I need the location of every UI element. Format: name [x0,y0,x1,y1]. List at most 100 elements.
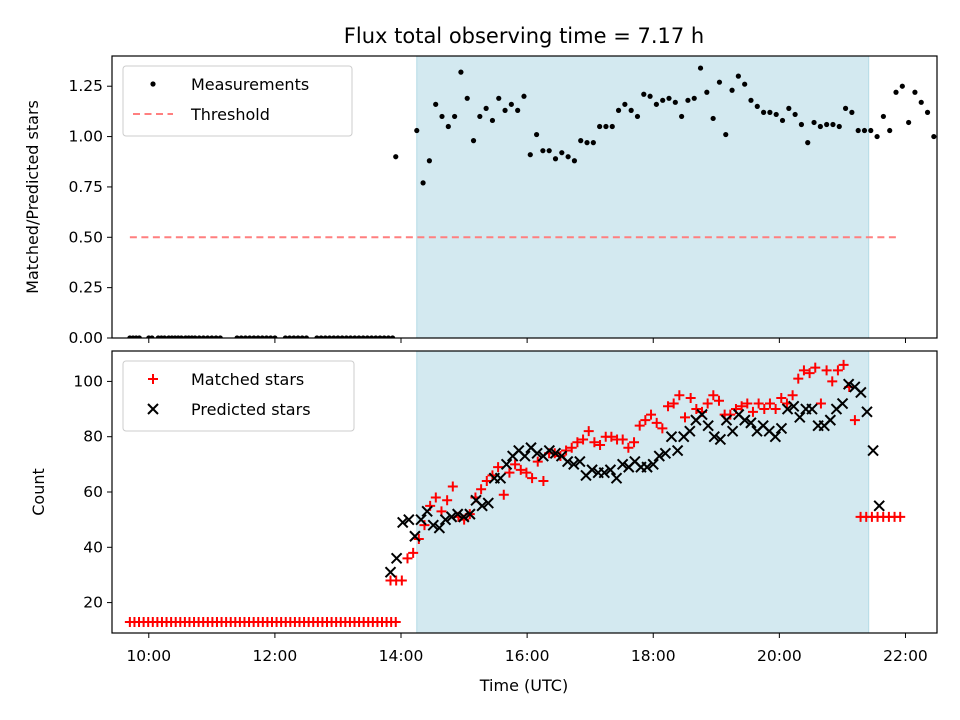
matched-stars-point-23 [515,464,526,475]
predicted-stars-point-42 [641,461,653,473]
measurement-point-55 [377,335,383,338]
measurement-point-38 [299,335,305,338]
legend-predicted-stars-label: Predicted stars [191,400,311,419]
measurement-point-5 [149,335,155,338]
measurement-point-97 [647,93,653,99]
measurement-point-17 [192,335,198,338]
measurement-point-27 [247,335,253,338]
predicted-stars-point-53 [708,430,720,443]
y-axis-label: Matched/Predicted stars [23,100,42,294]
measurement-point-43 [326,335,333,338]
measurement-point-102 [679,113,685,120]
matched-stars-point-62 [736,401,747,412]
measurement-point-13 [178,335,184,338]
figure-title: Flux total observing time = 7.17 h [344,24,704,48]
y-tick-label: 0.75 [68,178,103,196]
measurement-point-129 [849,109,855,115]
matched-stars-point-68 [770,404,781,415]
predicted-stars-point-54 [714,433,727,446]
x-axis-label: Time (UTC) [479,676,568,695]
measurement-point-31 [263,335,270,338]
predicted-stars-point-30 [568,458,580,471]
predicted-stars-point-3 [403,513,415,526]
predicted-stars-point-4 [409,530,421,542]
measurement-point-135 [887,127,893,134]
predicted-stars-point-46 [665,430,678,443]
legend-threshold-label: Threshold [190,105,270,124]
matched-stars-point-16 [476,484,487,495]
measurement-point-124 [817,123,823,130]
predicted-stars-point-75 [842,378,855,390]
measurement-point-116 [767,109,773,115]
matched-stars-point-48 [657,423,668,434]
matched-stars-point-24 [521,467,532,478]
measurement-point-138 [906,119,912,126]
measurement-point-49 [352,335,358,338]
predicted-stars-point-22 [519,450,531,462]
matched-stars-point-65 [753,398,764,409]
measurement-point-37 [295,335,301,338]
predicted-stars-point-31 [574,455,586,468]
measurement-point-72 [489,117,496,124]
measurement-point-92 [615,107,622,113]
bottom-panel: 20 40 60 80 100 10:00 12:00 14:00 16:00 18:00 20:0… [29,350,938,665]
measurement-point-65 [445,123,451,130]
predicted-stars-point-35 [598,466,611,479]
observing-window-band [416,350,870,634]
measurement-point-101 [672,99,678,105]
measurement-point-70 [477,113,483,120]
measurement-point-107 [710,115,716,122]
measurement-point-123 [811,119,817,126]
measurement-point-108 [716,79,723,85]
predicted-stars-point-11 [451,508,464,520]
measurement-point-25 [238,335,244,338]
measurement-point-81 [546,148,552,154]
measurement-point-79 [533,131,540,138]
measurement-point-80 [540,148,546,154]
x-tick-label: 20:00 [757,647,802,665]
measurement-point-131 [861,127,868,134]
measurement-point-104 [691,95,697,101]
measurement-point-115 [760,109,767,115]
measurement-point-23 [217,335,223,338]
matched-stars-point-63 [742,398,753,409]
measurement-point-112 [742,81,748,87]
measurement-point-144 [944,118,949,123]
predicted-stars-point-72 [824,414,837,426]
matched-stars-point-42 [623,442,634,453]
measurement-point-57 [385,335,392,338]
measurement-point-44 [331,335,337,338]
measurement-point-83 [559,150,565,156]
predicted-stars-point-24 [531,447,543,460]
y-tick-label: 0.00 [68,329,103,347]
matched-stars-point-49 [663,401,674,412]
y-tick-label: 1.25 [68,77,103,95]
measurement-point-121 [798,121,805,128]
plot-area [127,65,949,338]
measurement-point-35 [287,335,293,338]
matched-stars-point-41 [617,434,628,445]
measurement-point-142 [931,133,937,140]
measurement-point-46 [339,335,345,338]
matched-stars-point-90 [895,511,906,522]
matched-stars-point-76 [815,398,826,409]
measurement-point-119 [786,105,792,111]
measurement-point-36 [291,335,297,338]
y-tick-label: 1.00 [68,128,103,146]
y-tick-label: 0.50 [68,228,103,246]
legend-box [122,65,353,137]
predicted-stars-point-27 [549,447,562,460]
predicted-stars-point-59 [745,417,757,429]
y-tick-label: 20 [83,594,103,612]
measurement-point-54 [373,335,379,338]
matched-stars-point-46 [646,409,657,420]
predicted-stars-point-79 [867,444,879,457]
predicted-stars-point-6 [421,505,433,518]
measurement-point-90 [603,123,609,130]
measurement-point-82 [552,156,559,162]
measurement-point-137 [899,83,905,89]
measurement-point-33 [272,335,278,338]
predicted-stars-point-55 [720,414,733,426]
measurement-point-139 [912,89,918,95]
measurement-point-140 [918,99,924,105]
